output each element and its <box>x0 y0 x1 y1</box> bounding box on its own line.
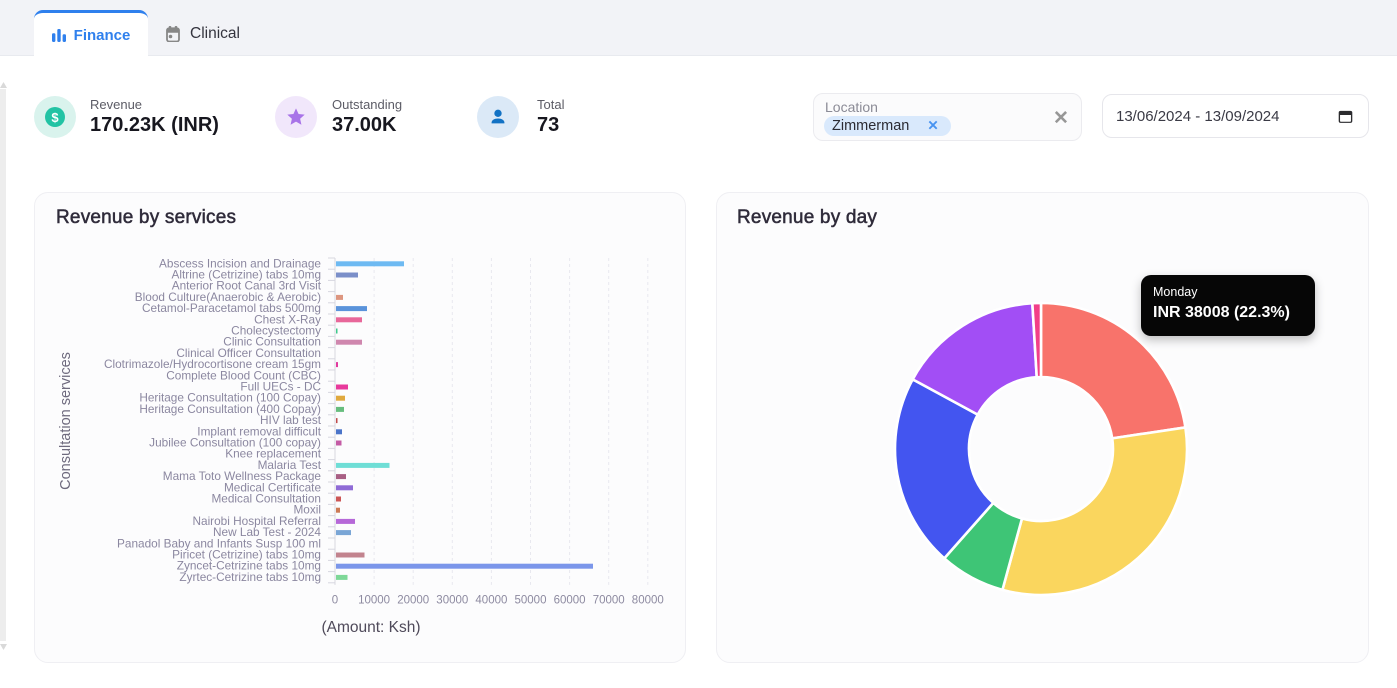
svg-text:Consultation services: Consultation services <box>58 352 74 490</box>
svg-text:Full UECs - DC: Full UECs - DC <box>240 380 321 394</box>
svg-text:Implant removal difficult: Implant removal difficult <box>197 424 321 438</box>
svg-text:Heritage Consultation (100 Cop: Heritage Consultation (100 Copay) <box>139 391 321 405</box>
svg-text:Blood Culture(Anaerobic & Aero: Blood Culture(Anaerobic & Aerobic) <box>135 290 321 304</box>
svg-text:Jubilee Consultation (100 copa: Jubilee Consultation (100 copay) <box>149 436 321 450</box>
svg-text:Clinic Consultation: Clinic Consultation <box>223 335 321 349</box>
svg-text:Complete Blood Count (CBC): Complete Blood Count (CBC) <box>166 368 321 382</box>
svg-text:Cholecystectomy: Cholecystectomy <box>231 324 321 338</box>
svg-text:Zyrtec-Cetrizine tabs 10mg: Zyrtec-Cetrizine tabs 10mg <box>179 570 321 584</box>
svg-text:Chest X-Ray: Chest X-Ray <box>254 312 321 326</box>
svg-text:0: 0 <box>332 594 338 606</box>
svg-text:Anterior Root Canal 3rd Visit: Anterior Root Canal 3rd Visit <box>172 279 322 293</box>
svg-text:20000: 20000 <box>397 594 429 606</box>
svg-text:Cetamol-Paracetamol tabs 500mg: Cetamol-Paracetamol tabs 500mg <box>142 301 321 315</box>
svg-text:Zyncet-Cetrizine tabs 10mg: Zyncet-Cetrizine tabs 10mg <box>177 559 321 573</box>
svg-text:Panadol Baby and Infants Susp: Panadol Baby and Infants Susp 100 ml <box>117 536 321 550</box>
svg-text:HIV lab test: HIV lab test <box>260 413 322 427</box>
svg-text:Medical Certificate: Medical Certificate <box>224 480 321 494</box>
svg-text:Heritage Consultation (400 Cop: Heritage Consultation (400 Copay) <box>139 402 321 416</box>
svg-text:Abscess Incision and Drainage: Abscess Incision and Drainage <box>159 256 321 270</box>
svg-text:Piricet (Cetrizine) tabs 10mg: Piricet (Cetrizine) tabs 10mg <box>172 548 321 562</box>
svg-text:Nairobi Hospital Referral: Nairobi Hospital Referral <box>192 514 321 528</box>
svg-text:Malaria Test: Malaria Test <box>258 458 322 472</box>
svg-text:60000: 60000 <box>554 594 586 606</box>
svg-text:70000: 70000 <box>593 594 625 606</box>
svg-text:80000: 80000 <box>632 594 664 606</box>
svg-text:40000: 40000 <box>475 594 507 606</box>
svg-text:10000: 10000 <box>358 594 390 606</box>
svg-text:30000: 30000 <box>436 594 468 606</box>
svg-text:Medical Consultation: Medical Consultation <box>211 492 321 506</box>
svg-text:Moxil: Moxil <box>293 503 321 517</box>
svg-text:Knee replacement: Knee replacement <box>225 447 321 461</box>
svg-text:50000: 50000 <box>515 594 547 606</box>
svg-text:Mama Toto Wellness Package: Mama Toto Wellness Package <box>163 469 322 483</box>
svg-text:Clotrimazole/Hydrocortisone cr: Clotrimazole/Hydrocortisone cream 15gm <box>104 357 321 371</box>
svg-text:Clinical Officer Consultation: Clinical Officer Consultation <box>176 346 321 360</box>
svg-text:Altrine (Cetrizine) tabs 10mg: Altrine (Cetrizine) tabs 10mg <box>172 268 321 282</box>
svg-text:New Lab Test - 2024: New Lab Test - 2024 <box>213 525 321 539</box>
svg-text:(Amount: Ksh): (Amount: Ksh) <box>321 619 420 636</box>
